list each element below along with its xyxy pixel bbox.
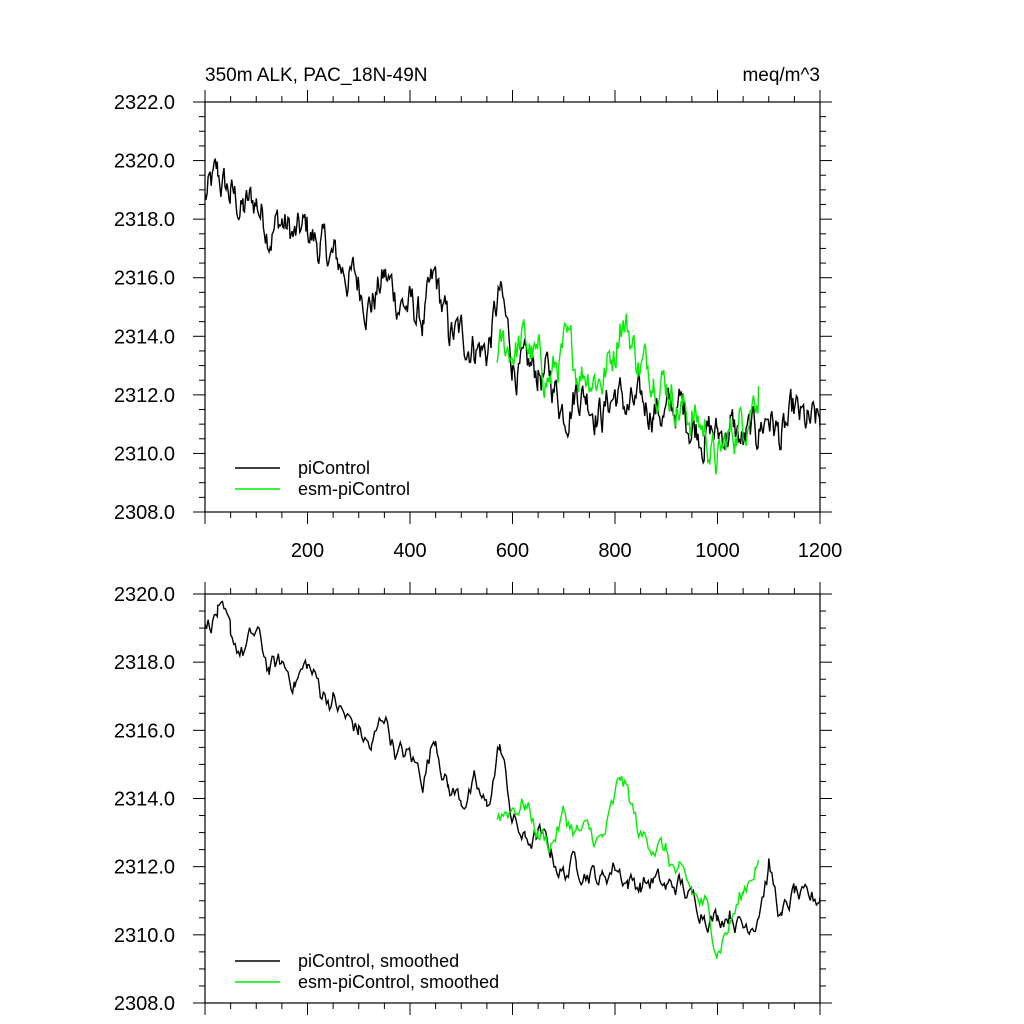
x-tick-label: 800	[598, 540, 631, 562]
y-tick-label: 2312.0	[114, 385, 175, 407]
legend-label: esm-piControl, smoothed	[298, 972, 499, 992]
x-tick-label: 1000	[695, 540, 740, 562]
y-tick-label: 2318.0	[114, 209, 175, 231]
legend-label: piControl, smoothed	[298, 951, 459, 971]
y-tick-label: 2318.0	[114, 652, 175, 674]
top-panel: 350m ALK, PAC_18N-49N meq/m^3 200 400 600 8…	[114, 65, 842, 562]
x-tick-label: 400	[393, 540, 426, 562]
y-tick-label: 2316.0	[114, 268, 175, 290]
y-tick-label: 2308.0	[114, 993, 175, 1015]
y-tick-label: 2322.0	[114, 92, 175, 114]
y-tick-label: 2316.0	[114, 720, 175, 742]
y-tick-label: 2310.0	[114, 925, 175, 947]
top-plot-area: 200 400 600 800 1000 1200 2322.0 2320.0 2318.0 23…	[114, 90, 842, 562]
units-label: meq/m^3	[742, 65, 820, 86]
series-line-picontrol	[205, 600, 820, 936]
y-tick-label: 2312.0	[114, 857, 175, 879]
series-line-picontrol	[205, 158, 820, 465]
bottom-plot-area: 2320.0 2318.0 2316.0 2314.0 2312.0 2310.0 2308…	[114, 582, 832, 1015]
legend-label: piControl	[298, 458, 370, 478]
series-line-esm-picontrol	[496, 313, 760, 475]
y-tick-label: 2314.0	[114, 326, 175, 348]
plot-frame	[204, 593, 821, 1004]
series-line-esm-picontrol	[496, 775, 760, 960]
y-tick-label: 2314.0	[114, 789, 175, 811]
x-tick-label: 200	[291, 540, 324, 562]
chart-title: 350m ALK, PAC_18N-49N	[205, 65, 428, 86]
legend-label: esm-piControl	[298, 479, 410, 499]
x-tick-label: 1200	[798, 540, 843, 562]
y-tick-label: 2310.0	[114, 443, 175, 465]
y-tick-label: 2308.0	[114, 502, 175, 524]
plot-frame	[204, 101, 821, 513]
y-tick-label: 2320.0	[114, 584, 175, 606]
y-tick-label: 2320.0	[114, 151, 175, 173]
x-tick-label: 600	[496, 540, 529, 562]
bottom-panel: 2320.0 2318.0 2316.0 2314.0 2312.0 2310.0 2308…	[114, 582, 832, 1015]
